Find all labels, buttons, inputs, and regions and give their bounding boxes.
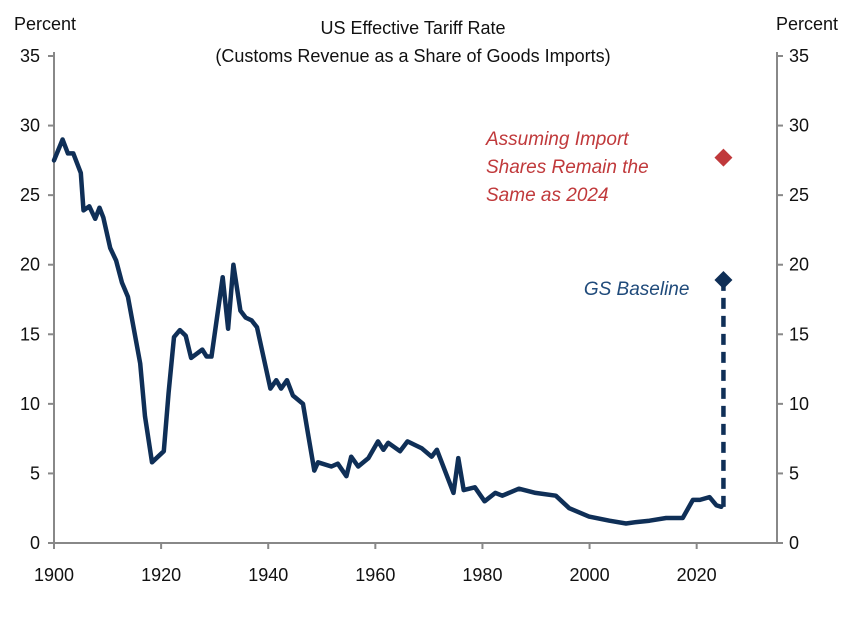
y-tick-label-left: 25 bbox=[20, 185, 40, 205]
y-tick-label-right: 30 bbox=[789, 116, 809, 136]
left-axis-label: Percent bbox=[14, 14, 76, 34]
y-tick-label-left: 35 bbox=[20, 46, 40, 66]
x-tick-label: 1940 bbox=[248, 565, 288, 585]
y-tick-label-left: 15 bbox=[20, 324, 40, 344]
x-tick-label: 2000 bbox=[570, 565, 610, 585]
y-tick-label-right: 15 bbox=[789, 324, 809, 344]
alt-scenario-label-line: Assuming Import bbox=[485, 129, 629, 150]
x-tick-label: 2020 bbox=[677, 565, 717, 585]
alt-scenario-label-line: Same as 2024 bbox=[486, 185, 609, 206]
y-tick-label-right: 5 bbox=[789, 463, 799, 483]
x-tick-label: 1900 bbox=[34, 565, 74, 585]
alt-scenario-label-line: Shares Remain the bbox=[486, 157, 649, 178]
y-tick-label-right: 0 bbox=[789, 533, 799, 553]
y-tick-label-left: 5 bbox=[30, 463, 40, 483]
right-axis-label: Percent bbox=[776, 14, 838, 34]
y-tick-label-left: 10 bbox=[20, 394, 40, 414]
tariff-rate-line bbox=[51, 137, 724, 526]
chart-title: US Effective Tariff Rate bbox=[320, 18, 505, 38]
alt-scenario-marker bbox=[714, 148, 733, 167]
gs-baseline-label: GS Baseline bbox=[584, 279, 690, 300]
y-tick-label-right: 35 bbox=[789, 46, 809, 66]
y-tick-label-left: 0 bbox=[30, 533, 40, 553]
y-tick-label-left: 20 bbox=[20, 255, 40, 275]
x-tick-label: 1920 bbox=[141, 565, 181, 585]
x-tick-label: 1960 bbox=[355, 565, 395, 585]
y-tick-label-left: 30 bbox=[20, 116, 40, 136]
y-tick-label-right: 10 bbox=[789, 394, 809, 414]
gs-baseline-marker bbox=[714, 271, 733, 290]
y-tick-label-right: 20 bbox=[789, 255, 809, 275]
y-tick-label-right: 25 bbox=[789, 185, 809, 205]
chart-subtitle: (Customs Revenue as a Share of Goods Imp… bbox=[215, 46, 610, 66]
x-tick-label: 1980 bbox=[462, 565, 502, 585]
